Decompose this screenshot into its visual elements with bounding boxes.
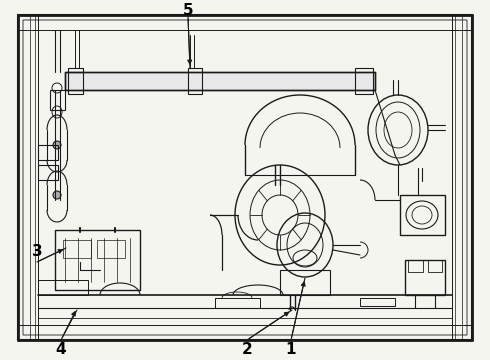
Bar bbox=[408, 260, 423, 272]
Bar bbox=[38, 165, 58, 180]
Text: 5: 5 bbox=[183, 3, 194, 18]
Bar bbox=[68, 68, 83, 94]
Bar bbox=[360, 298, 395, 306]
Bar bbox=[428, 260, 442, 272]
Bar bbox=[405, 260, 445, 295]
Bar bbox=[38, 145, 58, 160]
Bar bbox=[188, 68, 202, 94]
Bar bbox=[55, 230, 140, 290]
Bar bbox=[355, 68, 373, 94]
Bar bbox=[215, 298, 260, 308]
Text: 3: 3 bbox=[32, 244, 42, 260]
Bar bbox=[38, 280, 88, 295]
Bar bbox=[65, 72, 375, 90]
Text: 1: 1 bbox=[286, 342, 296, 357]
Bar bbox=[63, 240, 91, 258]
Bar bbox=[50, 90, 65, 110]
Text: 2: 2 bbox=[242, 342, 252, 357]
Bar bbox=[400, 195, 445, 235]
Ellipse shape bbox=[53, 191, 61, 199]
Ellipse shape bbox=[53, 141, 61, 149]
Bar bbox=[97, 240, 125, 258]
Text: 4: 4 bbox=[56, 342, 66, 357]
Bar bbox=[280, 270, 330, 295]
